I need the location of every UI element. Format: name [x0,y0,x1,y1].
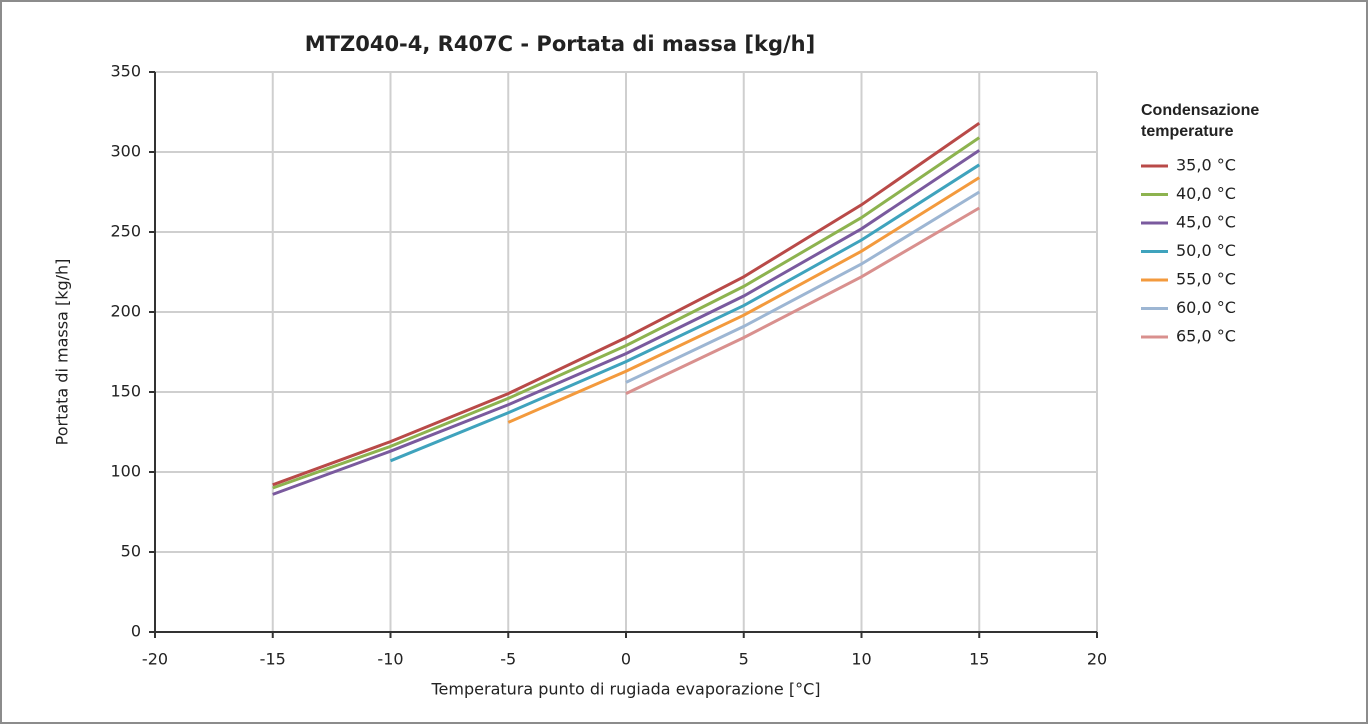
series-line [272,121,981,487]
legend-label: 35,0 °C [1176,156,1236,175]
y-tick-label: 100 [110,462,141,481]
y-tick-label: 50 [121,542,141,561]
x-tick-label: -15 [260,650,286,669]
series-line [625,190,981,384]
y-tick-label: 150 [110,382,141,401]
y-tick-label: 250 [110,222,141,241]
x-tick-label: 10 [851,650,871,669]
legend-title: Condensazione temperature [1141,102,1260,140]
legend-label: 65,0 °C [1176,327,1236,346]
y-tick-label: 350 [110,62,141,81]
legend-label: 40,0 °C [1176,184,1236,203]
legend-label: 55,0 °C [1176,270,1236,289]
y-tick-label: 200 [110,302,141,321]
x-tick-label: 15 [969,650,989,669]
y-tick-label: 300 [110,142,141,161]
y-axis-label: Portata di massa [kg/h] [53,259,72,446]
x-tick-label: 0 [621,650,631,669]
x-tick-label: 5 [739,650,749,669]
y-tick-label: 0 [131,622,141,641]
series-line [625,206,981,395]
chart-title: MTZ040-4, R407C - Portata di massa [kg/h… [305,32,815,56]
legend-label: 45,0 °C [1176,213,1236,232]
legend-label: 50,0 °C [1176,241,1236,260]
x-tick-label: -10 [377,650,403,669]
legend-label: 60,0 °C [1176,298,1236,317]
x-axis-label: Temperatura punto di rugiada evaporazion… [431,680,821,699]
series-line [272,136,981,490]
series-line [389,163,981,463]
x-tick-label: -20 [142,650,168,669]
series-line [272,149,981,496]
x-tick-label: 20 [1087,650,1107,669]
x-tick-label: -5 [500,650,516,669]
series-line [507,176,981,424]
